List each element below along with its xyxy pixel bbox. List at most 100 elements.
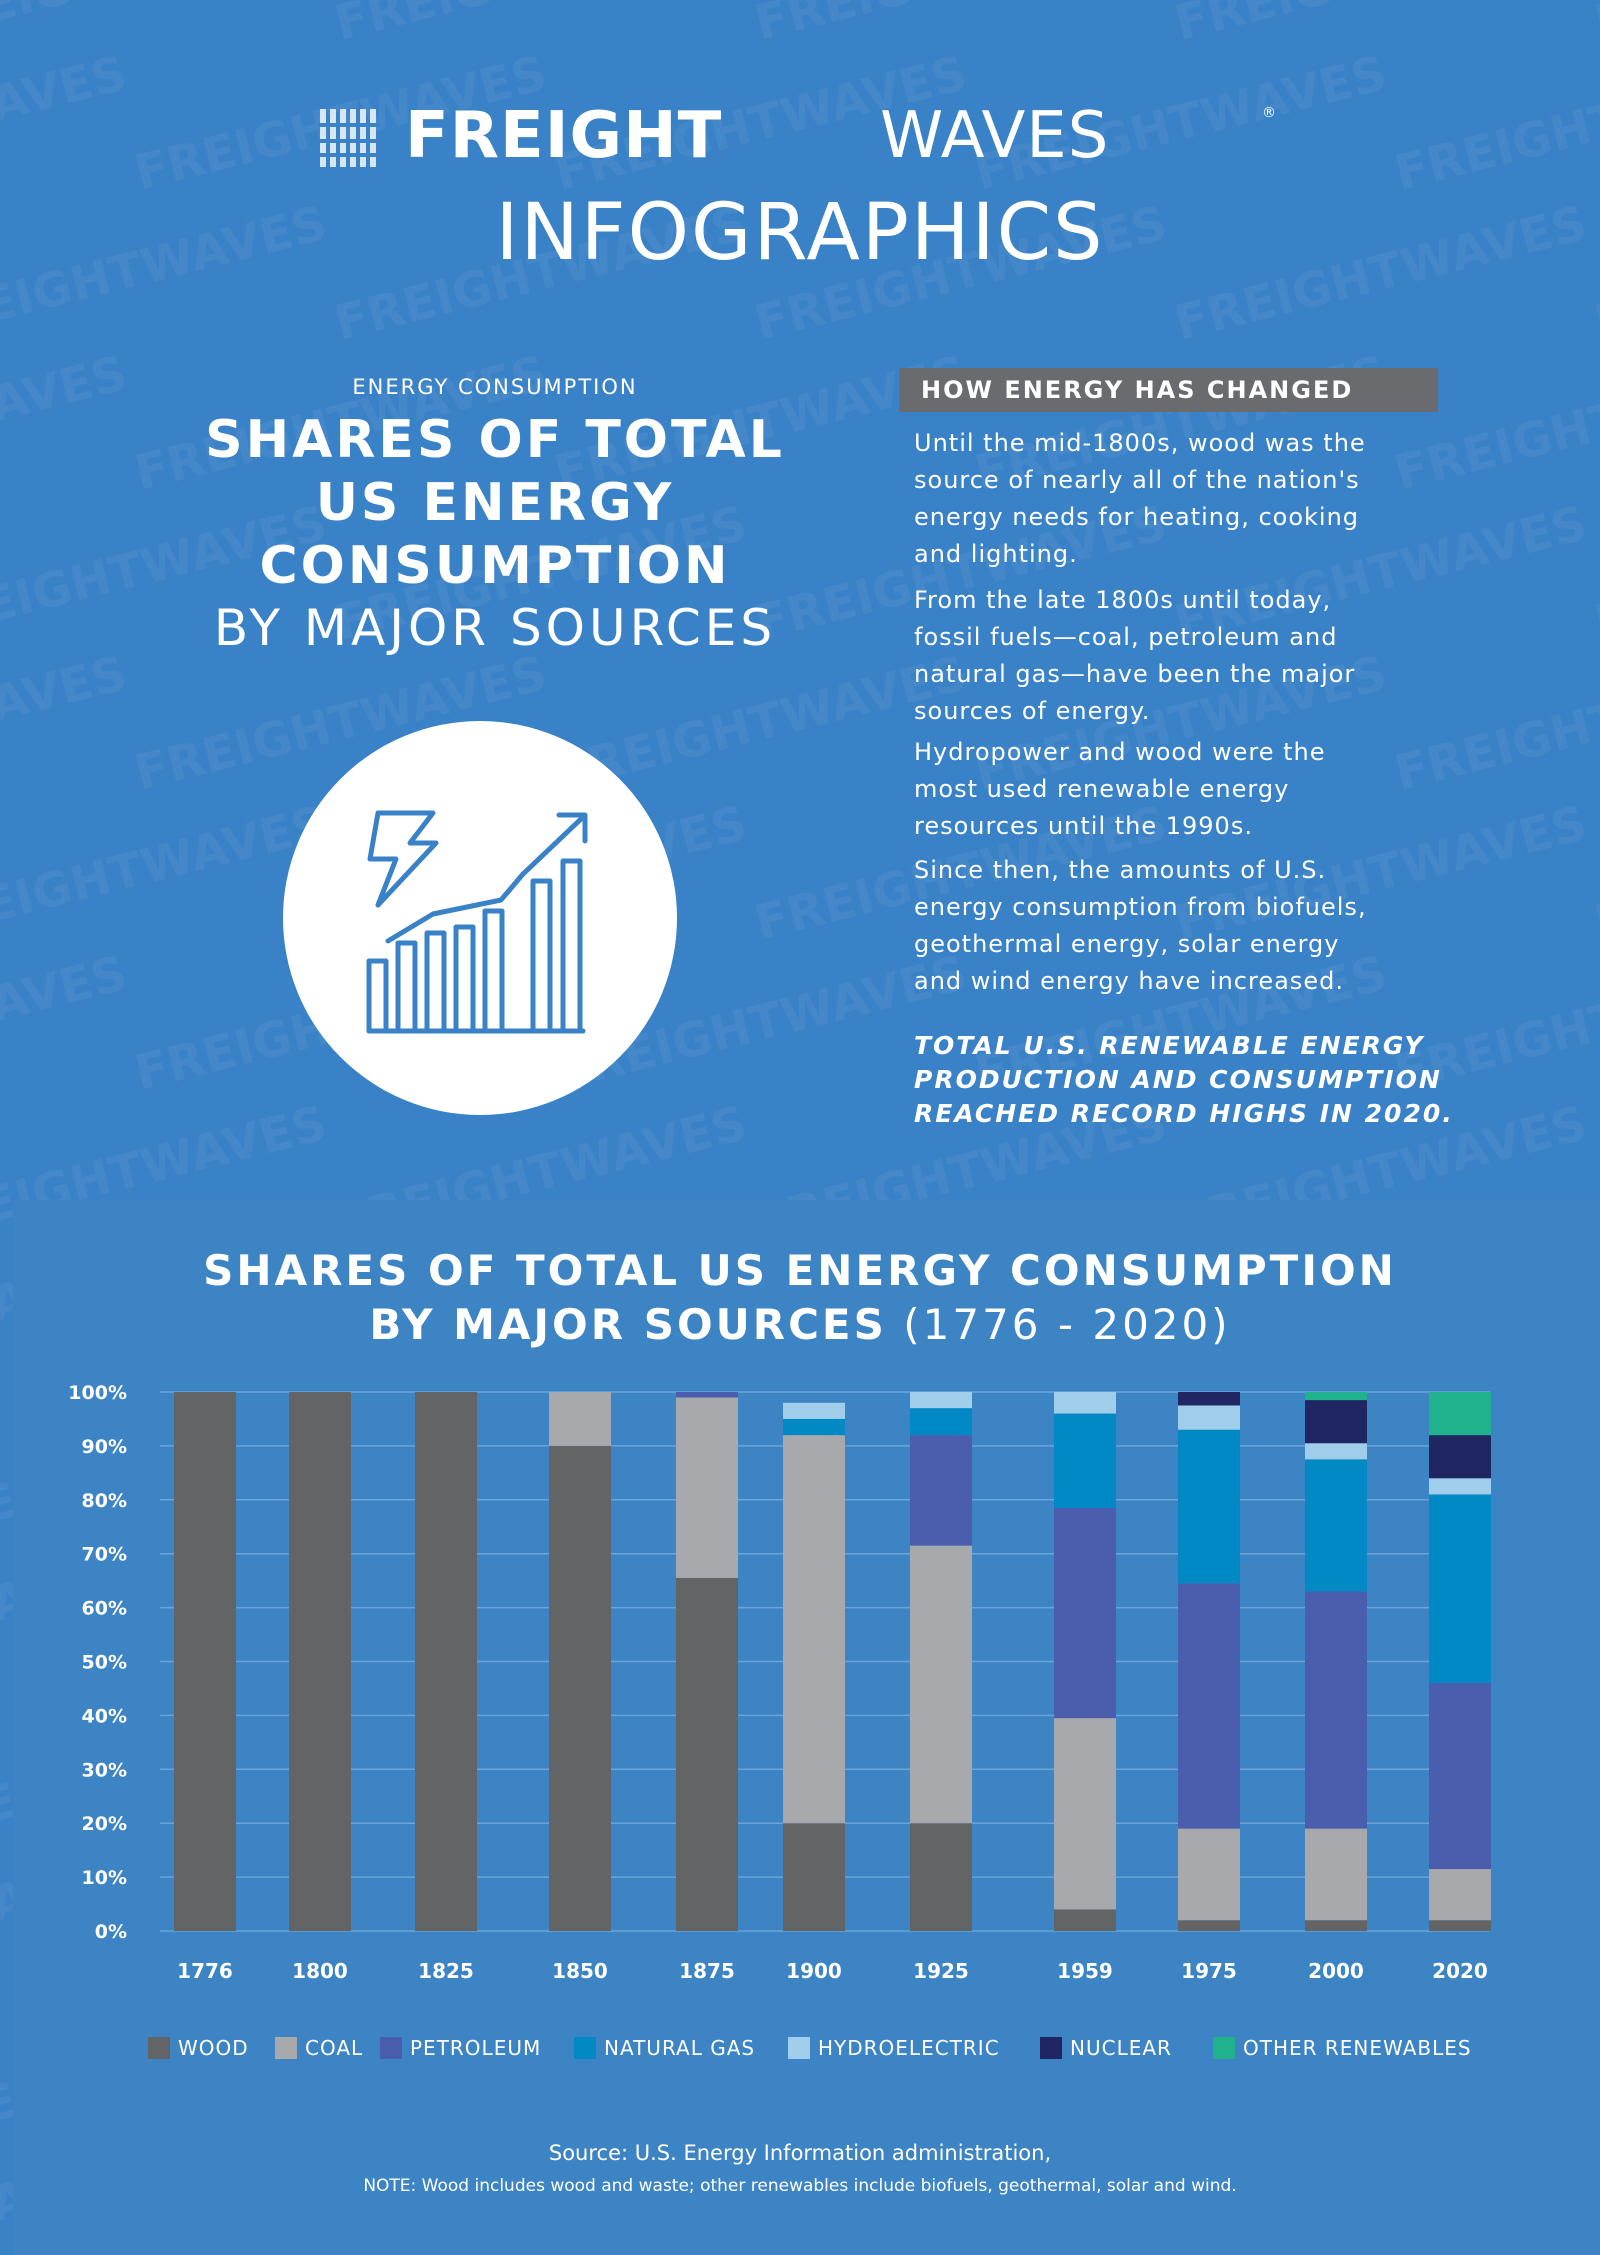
emphasis-line: REACHED RECORD HIGHS IN 2020. <box>914 1099 1454 1128</box>
watermark-text: FREIGHTWAVES <box>1589 0 1600 52</box>
x-tick-label: 1959 <box>1057 1959 1113 1983</box>
bar-segment <box>1178 1405 1240 1430</box>
legend-swatch <box>574 2037 596 2059</box>
paragraph-line: resources until the 1990s. <box>914 812 1253 840</box>
changes-paragraph: Since then, the amounts of U.S. energy co… <box>914 852 1454 1000</box>
stacked-bar-chart: 0% 10% 20% 30% 40% 50% 60% 70% 80% 90% 100% 1776 180… <box>68 1382 1491 1983</box>
paragraph-line: geothermal energy, solar energy <box>914 930 1340 958</box>
legend-swatch <box>788 2037 810 2059</box>
paragraph-line: Hydropower and wood were the <box>914 738 1326 766</box>
legend-item: HYDROELECTRIC <box>788 2033 1000 2063</box>
bar-segment <box>1178 1828 1240 1921</box>
bar-segment <box>1429 1920 1491 1931</box>
x-tick-label: 1800 <box>292 1959 348 1983</box>
y-tick-label: 90% <box>82 1436 127 1458</box>
bar-segment <box>1054 1413 1116 1508</box>
brand-subtitle: INFOGRAPHICS <box>495 188 1105 278</box>
note-line: NOTE: Wood includes wood and waste; othe… <box>363 2176 1237 2196</box>
legend-label: WOOD <box>178 2036 249 2060</box>
y-tick-label: 100% <box>68 1382 127 1404</box>
paragraph-line: and wind energy have increased. <box>914 967 1344 995</box>
paragraph-line: and lighting. <box>914 540 1078 568</box>
legend-swatch <box>148 2037 170 2059</box>
intro-title-line3: CONSUMPTION <box>259 536 731 596</box>
changes-paragraph: Until the mid-1800s, wood was the source … <box>914 425 1454 573</box>
paragraph-line: energy consumption from biofuels, <box>914 893 1367 921</box>
bar-segment <box>1429 1494 1491 1684</box>
watermark-text: FREIGHTWAVES <box>1589 495 1600 651</box>
legend-label: NUCLEAR <box>1070 2036 1172 2060</box>
intro-eyebrow: ENERGY CONSUMPTION <box>352 375 638 399</box>
bar-segment <box>1305 1920 1367 1931</box>
watermark-text: FREIGHTWAVES <box>1169 0 1592 52</box>
bar-segment <box>1429 1683 1491 1870</box>
y-tick-label: 50% <box>82 1652 127 1674</box>
legend-item: COAL <box>275 2033 363 2063</box>
bar-segment <box>676 1397 738 1578</box>
paragraph-line: sources of energy. <box>914 697 1151 725</box>
paragraph-line: Until the mid-1800s, wood was the <box>914 429 1366 457</box>
legend-swatch <box>380 2037 402 2059</box>
changes-paragraph: From the late 1800s until today, fossil f… <box>914 582 1454 730</box>
x-tick-label: 2000 <box>1308 1959 1364 1983</box>
x-tick-label: 2020 <box>1432 1959 1488 1983</box>
energy-growth-chart-icon <box>366 810 588 1034</box>
brand-logo: FREIGHT WAVES ® <box>0 95 1600 175</box>
bar-segment <box>1429 1435 1491 1479</box>
watermark-text: FREIGHTWAVES <box>0 345 132 501</box>
bar-segment <box>549 1445 611 1931</box>
bar-segment <box>174 1392 236 1931</box>
y-tick-label: 20% <box>82 1813 127 1835</box>
bar-segment <box>1305 1392 1367 1401</box>
bar-segment <box>1305 1459 1367 1592</box>
intro-title: SHARES OF TOTAL US ENERGY CONSUMPTION <box>130 409 860 598</box>
bar-segment <box>1054 1507 1116 1719</box>
changes-heading: HOW ENERGY HAS CHANGED <box>899 368 1438 412</box>
brand-name-light: WAVES <box>880 99 1110 173</box>
chart-legend: WOOD COAL PETROLEUM NATURAL GAS HYDROELECTRI… <box>148 2033 1528 2063</box>
source-text: U.S. Energy Information administration, <box>634 2141 1052 2165</box>
bar-segment <box>1178 1429 1240 1584</box>
x-tick-label: 1900 <box>786 1959 842 1983</box>
x-tick-label: 1850 <box>552 1959 608 1983</box>
bar-segment <box>1429 1478 1491 1495</box>
bar-segment <box>1305 1591 1367 1829</box>
y-tick-label: 0% <box>95 1921 127 1943</box>
bar-segment <box>1178 1392 1240 1406</box>
paragraph-line: source of nearly all of the nation's <box>914 466 1360 494</box>
paragraph-line: Since then, the amounts of U.S. <box>914 856 1327 884</box>
bar-segment <box>415 1392 477 1931</box>
source-label: Source: <box>548 2141 629 2165</box>
chart-title: SHARES OF TOTAL US ENERGY CONSUMPTION BY… <box>0 1244 1600 1352</box>
legend-label: HYDROELECTRIC <box>818 2036 1000 2060</box>
bar-segment <box>910 1435 972 1546</box>
intro-title-line2: US ENERGY <box>315 473 675 533</box>
icon-circle <box>283 721 677 1115</box>
legend-item: NATURAL GAS <box>574 2033 755 2063</box>
watermark-text: FREIGHTWAVES <box>329 0 752 52</box>
registered-mark: ® <box>1262 105 1276 121</box>
y-tick-label: 40% <box>82 1705 127 1727</box>
bar-segment <box>1054 1718 1116 1910</box>
x-tick-label: 1975 <box>1181 1959 1237 1983</box>
bar-segment <box>1305 1828 1367 1921</box>
bar-segment <box>910 1823 972 1931</box>
legend-item: NUCLEAR <box>1040 2033 1172 2063</box>
paragraph-line: most used renewable energy <box>914 775 1290 803</box>
emphasis-line: PRODUCTION AND CONSUMPTION <box>914 1065 1442 1094</box>
chart-title-line2-bold: BY MAJOR SOURCES <box>369 1300 887 1349</box>
legend-label: PETROLEUM <box>410 2036 542 2060</box>
watermark-text: FREIGHTWAVES <box>0 945 132 1101</box>
paragraph-line: natural gas—have been the major <box>914 660 1356 688</box>
emphasis-line: TOTAL U.S. RENEWABLE ENERGY <box>914 1031 1425 1060</box>
legend-item: PETROLEUM <box>380 2033 541 2063</box>
changes-emphasis: TOTAL U.S. RENEWABLE ENERGY PRODUCTION A… <box>914 1029 1454 1131</box>
bar-segment <box>289 1392 351 1931</box>
watermark-text: FREIGHTWAVES <box>0 645 132 801</box>
chart-title-line1: SHARES OF TOTAL US ENERGY CONSUMPTION <box>203 1246 1397 1295</box>
watermark-text: FREIGHTWAVES <box>0 0 332 52</box>
x-tick-label: 1925 <box>913 1959 969 1983</box>
bar-segment <box>910 1408 972 1436</box>
x-tick-label: 1825 <box>418 1959 474 1983</box>
bar-segment <box>1178 1920 1240 1931</box>
